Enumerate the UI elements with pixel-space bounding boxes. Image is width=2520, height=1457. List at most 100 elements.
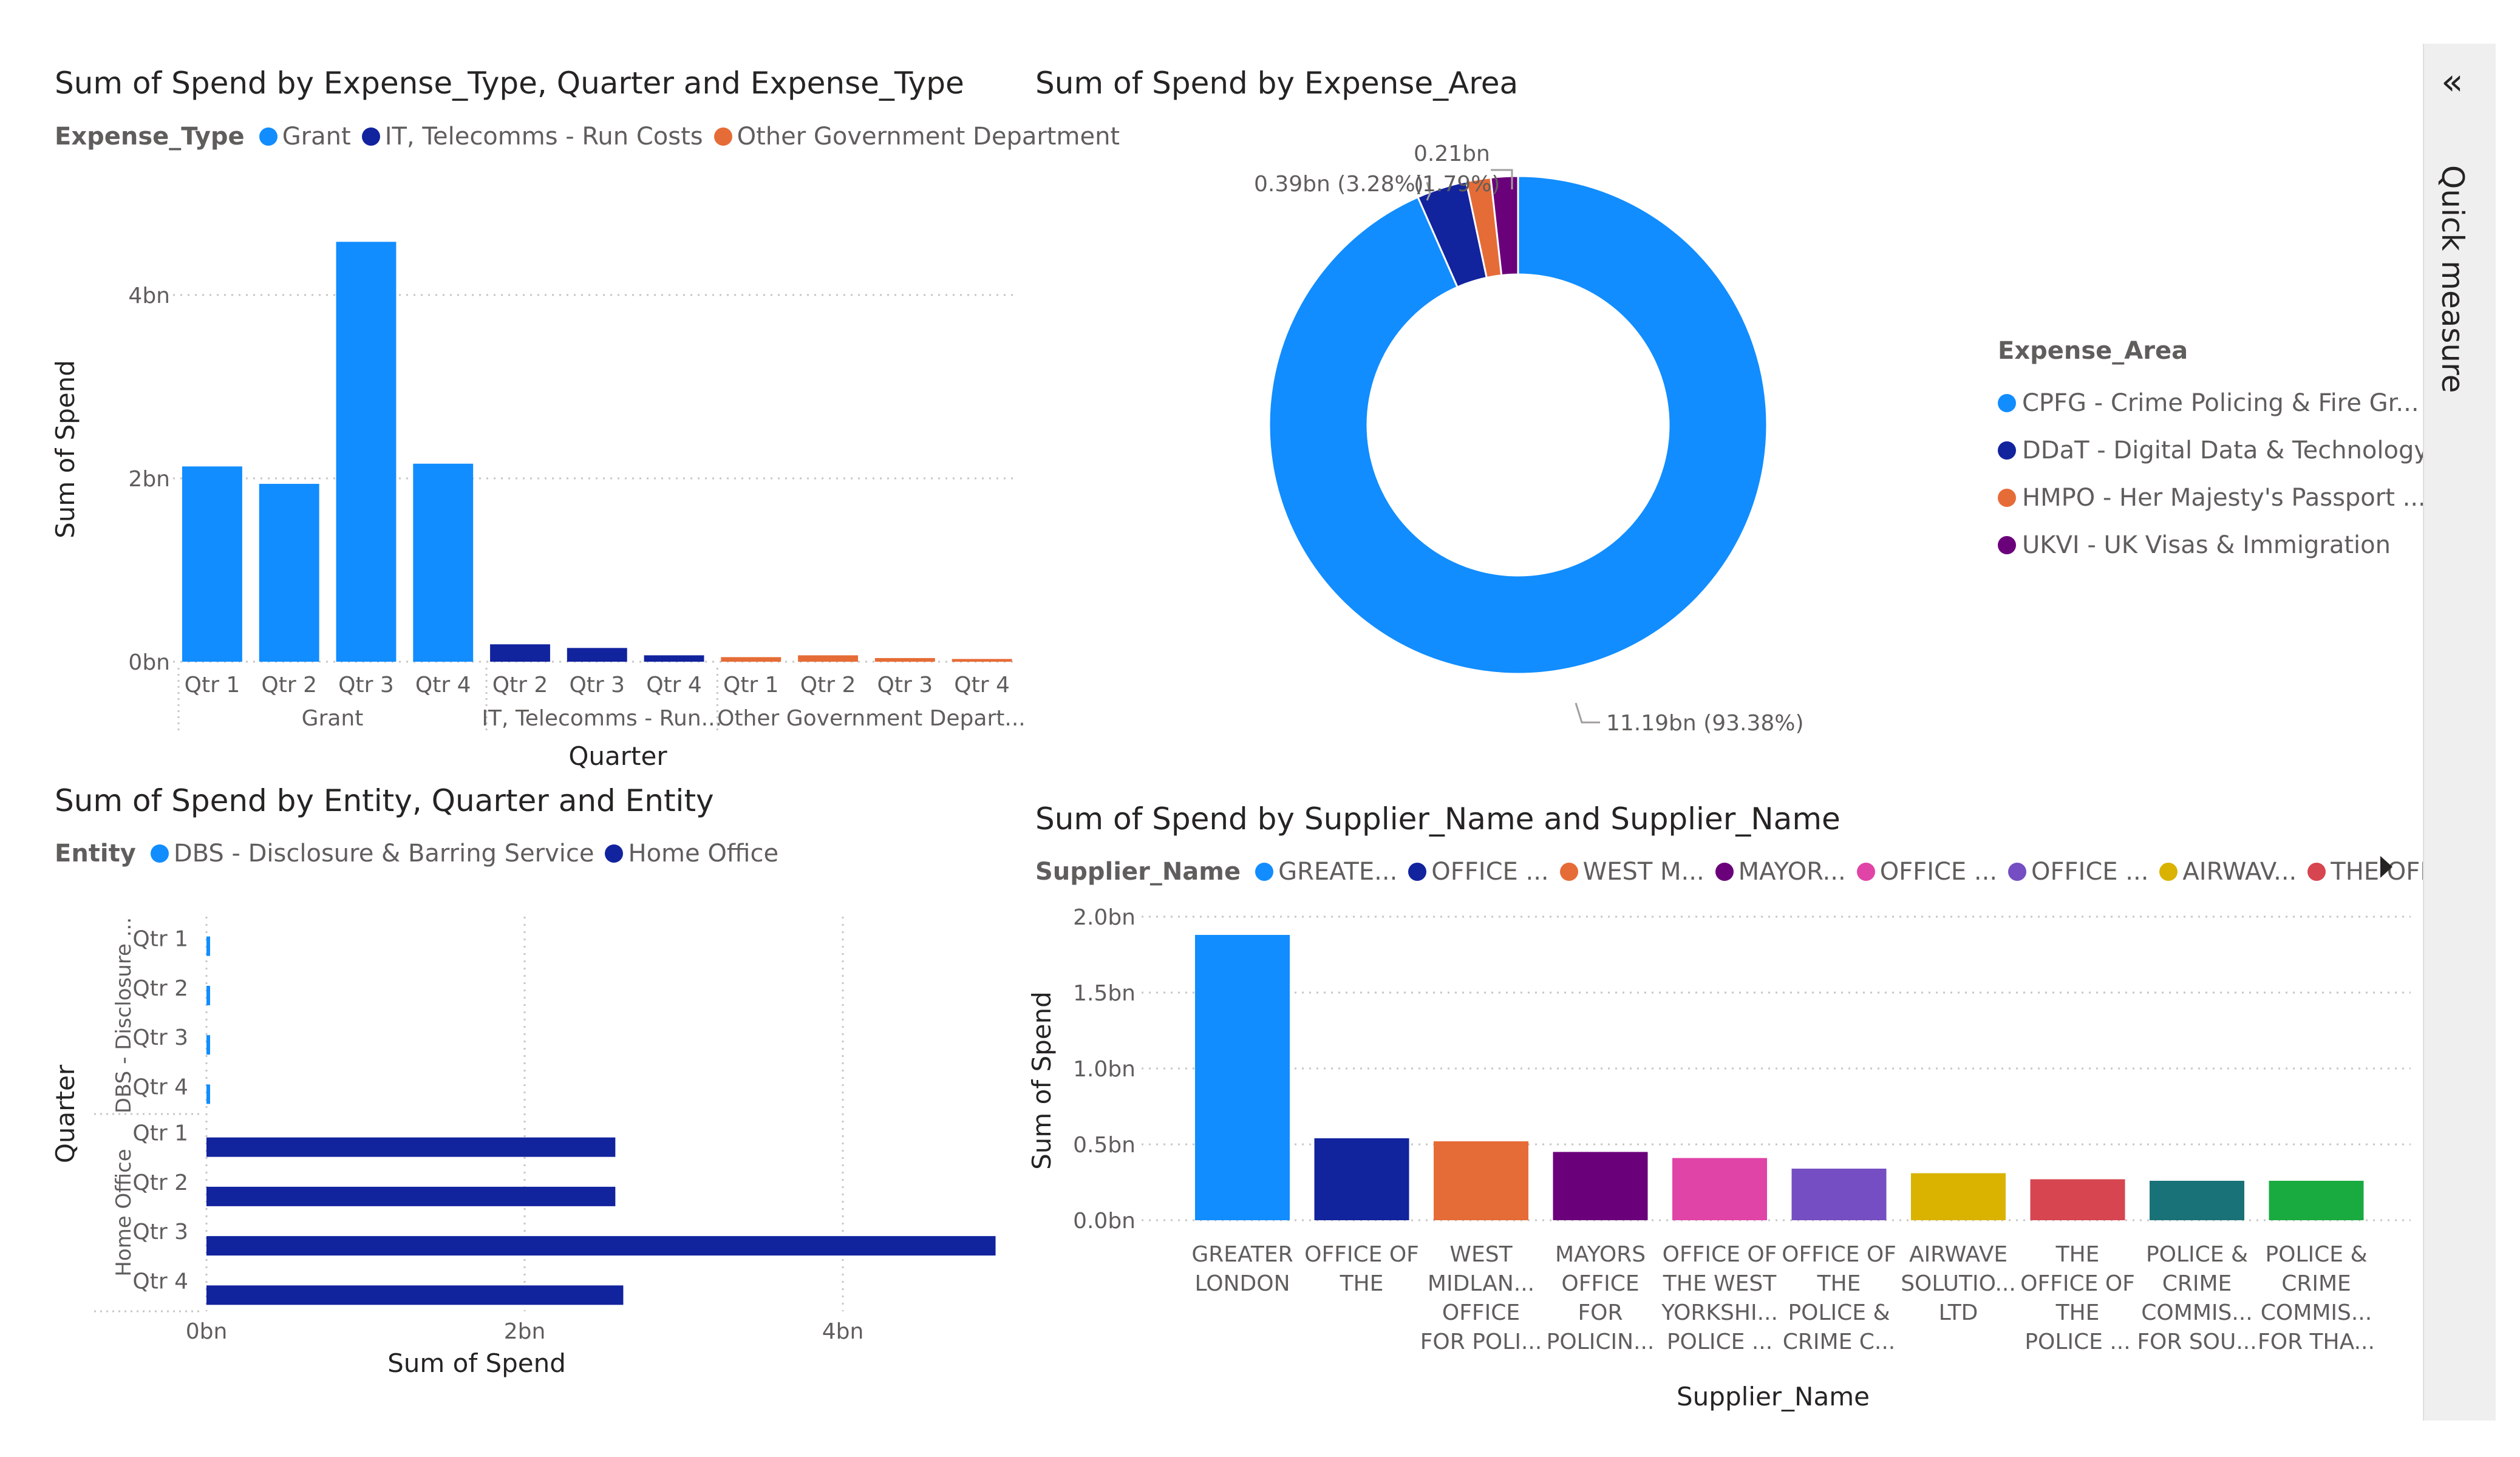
quick-measure-panel[interactable]: « Quick measure — [2423, 44, 2496, 1421]
x-tick-label: Qtr 3 — [877, 673, 933, 698]
bar — [1195, 935, 1290, 1220]
legend-label: OFFICE ... — [2031, 858, 2149, 886]
y-tick-label: 2.0bn — [1073, 905, 1136, 930]
x-tick-label: POLICE ... — [2025, 1330, 2130, 1354]
chart1-legend-title: Expense_Type — [55, 123, 245, 151]
x-tick-label: SOLUTIO... — [1901, 1271, 2016, 1296]
bar — [206, 1035, 210, 1055]
x-tick-label: Qtr 3 — [569, 673, 625, 698]
x-tick-label: THE — [2055, 1242, 2100, 1267]
x-tick-label: THE — [2055, 1300, 2100, 1325]
y-tick-label: Qtr 1 — [132, 927, 188, 952]
legend-label: Home Office — [628, 840, 779, 868]
legend-label: DBS - Disclosure & Barring Service — [173, 840, 594, 868]
y-tick-label: 2bn — [128, 467, 170, 492]
x-tick-label: Qtr 3 — [338, 673, 394, 698]
y-tick-label: 1.0bn — [1073, 1057, 1136, 1082]
chart2-legend-item-cpfg[interactable]: CPFG - Crime Policing & Fire Gr... — [1998, 379, 2428, 427]
x-tick-label: THE WEST — [1663, 1271, 1777, 1296]
x-tick-label: Qtr 2 — [261, 673, 317, 698]
x-tick-label: FOR — [1578, 1300, 1623, 1325]
legend-label: IT, Telecomms - Run Costs — [384, 123, 703, 151]
x-tick-label: Qtr 4 — [954, 673, 1010, 698]
chart1-legend-item-grant[interactable]: Grant — [259, 123, 351, 151]
legend-label: GREATE... — [1278, 858, 1398, 886]
x-tick-label: FOR SOU... — [2137, 1330, 2256, 1354]
chart4-legend-item-6[interactable]: AIRWAV... — [2159, 858, 2297, 886]
leader-line — [1575, 702, 1600, 724]
chart4-legend-item-0[interactable]: GREATE... — [1255, 858, 1397, 886]
x-tick-label: AIRWAVE — [1909, 1242, 2007, 1267]
chart3-legend-item-home-office[interactable]: Home Office — [605, 840, 778, 868]
bar — [182, 466, 242, 662]
chart4-legend-item-5[interactable]: OFFICE ... — [2008, 858, 2148, 886]
chart4-legend-item-3[interactable]: MAYOR... — [1715, 858, 1846, 886]
chart3-title: Sum of Spend by Entity, Quarter and Enti… — [55, 783, 714, 818]
x-tick-label: CRIME — [2281, 1271, 2351, 1296]
legend-label: MAYOR... — [1738, 858, 1846, 886]
chart4-title: Sum of Spend by Supplier_Name and Suppli… — [1035, 801, 1841, 837]
chart4-legend-item-2[interactable]: WEST M... — [1559, 858, 1704, 886]
legend-label: DDaT - Digital Data & Technology — [2022, 436, 2429, 464]
chart1-legend-item-it[interactable]: IT, Telecomms - Run Costs — [361, 123, 703, 151]
chart4-legend-item-4[interactable]: OFFICE ... — [1856, 858, 1998, 886]
x-tick-label: POLICIN... — [1547, 1330, 1655, 1354]
x-tick-label: Qtr 4 — [415, 673, 471, 698]
leader-line — [1491, 169, 1513, 189]
data-label: 0.21bn — [1414, 141, 1490, 166]
chart1-legend-item-ogd[interactable]: Other Government Department — [713, 123, 1120, 151]
x-tick-label: POLICE & — [1788, 1300, 1890, 1325]
y-tick-label: Qtr 1 — [132, 1121, 188, 1146]
group-label: Home Office — [112, 1149, 136, 1276]
x-tick-label: CRIME C... — [1783, 1330, 1895, 1354]
y-tick-label: Qtr 4 — [132, 1075, 188, 1099]
x-tick-label: OFFICE OF — [2020, 1271, 2135, 1296]
legend-next-arrow-icon[interactable] — [2380, 856, 2392, 878]
y-tick-label: 0.5bn — [1073, 1133, 1136, 1158]
bar — [798, 655, 859, 662]
x-tick-label: Qtr 1 — [185, 673, 240, 698]
chart1-legend: Expense_Type Grant IT, Telecomms - Run C… — [55, 123, 1131, 151]
x-tick-label: THE — [1340, 1271, 1384, 1296]
x-tick-label: COMMIS... — [2141, 1300, 2252, 1325]
legend-label: OFFICE ... — [1431, 858, 1549, 886]
legend-label: OFFICE ... — [1879, 858, 1998, 886]
y-axis-title: Sum of Spend — [1027, 991, 1057, 1170]
x-tick-label: POLICE ... — [1667, 1330, 1773, 1354]
chart3-legend-item-dbs[interactable]: DBS - Disclosure & Barring Service — [150, 840, 594, 868]
x-tick-label: 0bn — [186, 1319, 228, 1344]
group-label: Other Government Depart... — [717, 706, 1026, 731]
x-tick-label: OFFICE OF — [1782, 1242, 1896, 1267]
x-axis-title: Quarter — [568, 741, 667, 771]
x-tick-label: OFFICE OF — [1663, 1242, 1777, 1267]
x-tick-label: WEST — [1449, 1242, 1513, 1267]
x-tick-label: MIDLAN... — [1428, 1271, 1534, 1296]
y-axis-title: Quarter — [50, 1064, 80, 1163]
chart4-legend-item-1[interactable]: OFFICE ... — [1408, 858, 1549, 886]
x-tick-label: Qtr 4 — [646, 673, 702, 698]
chart2-legend-item-ukvi[interactable]: UKVI - UK Visas & Immigration — [1998, 521, 2428, 569]
bar — [1314, 1138, 1409, 1220]
bar — [644, 655, 704, 662]
bar — [721, 657, 782, 662]
chart3-plot: 0bn 2bn 4bn Qtr 1 Qtr 2 Qtr 3 Qtr 4 Qtr 1 Qtr 2 Q… — [50, 917, 996, 1378]
x-tick-label: Qtr 2 — [492, 673, 548, 698]
double-chevron-left-icon[interactable]: « — [2441, 61, 2464, 103]
chart2-legend: Expense_Area CPFG - Crime Policing & Fir… — [1998, 337, 2428, 569]
chart2-legend-item-ddat[interactable]: DDaT - Digital Data & Technology — [1998, 427, 2428, 474]
chart2-legend-item-hmpo[interactable]: HMPO - Her Majesty's Passport ... — [1998, 474, 2428, 521]
x-tick-label: CRIME — [2162, 1271, 2232, 1296]
y-tick-label: 0bn — [128, 650, 170, 675]
donut-slice — [1490, 175, 1519, 277]
x-tick-label: OFFICE — [1442, 1300, 1520, 1325]
bar — [1791, 1169, 1887, 1220]
bar — [874, 657, 935, 662]
x-tick-label: POLICE & — [2146, 1242, 2248, 1267]
y-tick-label: 0.0bn — [1073, 1209, 1136, 1234]
bar — [1553, 1152, 1648, 1220]
y-tick-label: Qtr 4 — [132, 1269, 188, 1294]
bar — [206, 1285, 624, 1305]
bar — [567, 648, 627, 662]
group-label: DBS - Disclosure ... — [112, 917, 136, 1113]
x-tick-label: COMMIS... — [2261, 1300, 2372, 1325]
